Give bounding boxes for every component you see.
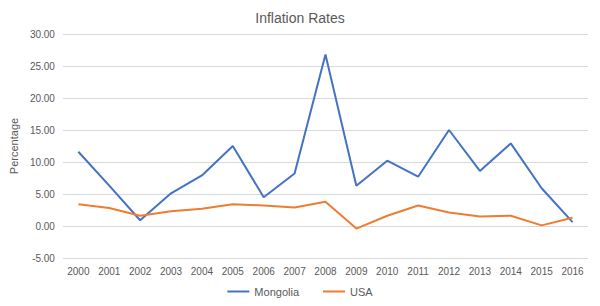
svg-text:15.00: 15.00 [30,125,55,136]
svg-text:20.00: 20.00 [30,93,55,104]
svg-text:-5.00: -5.00 [32,253,55,264]
svg-text:2006: 2006 [253,266,276,277]
svg-text:2003: 2003 [160,266,183,277]
svg-text:2016: 2016 [561,266,584,277]
svg-text:2002: 2002 [129,266,152,277]
svg-text:25.00: 25.00 [30,61,55,72]
svg-text:Percentage: Percentage [8,118,20,174]
svg-text:2011: 2011 [407,266,429,277]
svg-text:2001: 2001 [98,266,121,277]
svg-text:2010: 2010 [376,266,399,277]
svg-text:Mongolia: Mongolia [254,286,300,298]
svg-text:2009: 2009 [345,266,368,277]
svg-text:2015: 2015 [531,266,554,277]
svg-text:10.00: 10.00 [30,157,55,168]
svg-text:2004: 2004 [191,266,214,277]
svg-text:2014: 2014 [500,266,523,277]
svg-text:2008: 2008 [314,266,337,277]
svg-text:2012: 2012 [438,266,461,277]
svg-text:Inflation Rates: Inflation Rates [255,10,345,26]
svg-text:0.00: 0.00 [35,221,55,232]
svg-text:2007: 2007 [283,266,306,277]
svg-text:USA: USA [350,286,373,298]
svg-text:5.00: 5.00 [35,189,55,200]
svg-text:30.00: 30.00 [30,29,55,40]
svg-text:2005: 2005 [222,266,245,277]
svg-text:2013: 2013 [469,266,492,277]
svg-text:2000: 2000 [67,266,90,277]
